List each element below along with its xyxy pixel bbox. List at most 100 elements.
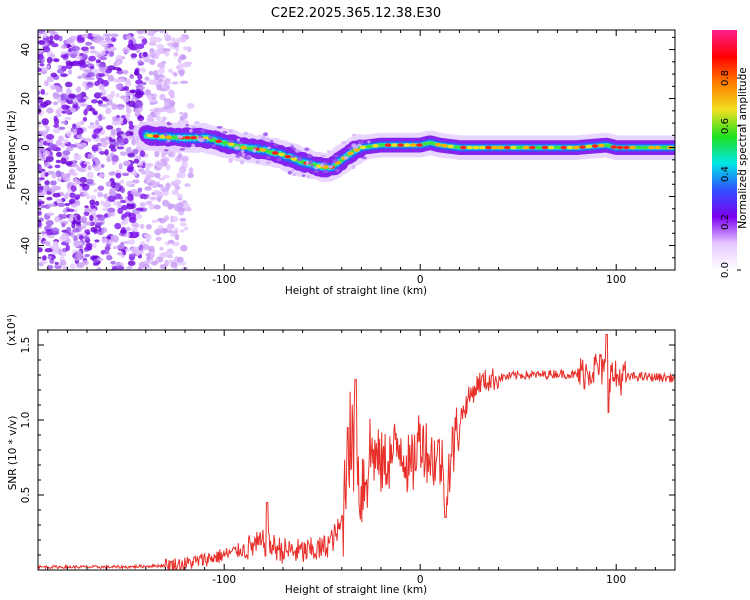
spectrogram-noise-blob bbox=[89, 122, 95, 126]
spectrogram-noise-blob bbox=[124, 80, 132, 87]
spectrogram-speckle bbox=[179, 147, 186, 151]
spectrogram-noise-blob bbox=[72, 128, 77, 136]
spectrogram-speckle bbox=[361, 156, 367, 160]
spectrogram-noise-blob bbox=[176, 193, 183, 200]
spectrogram-noise-blob bbox=[55, 139, 63, 146]
spectrogram-hotspot bbox=[491, 145, 498, 150]
spectrogram-noise-blob bbox=[175, 202, 184, 210]
spectrogram-noise-blob bbox=[40, 88, 45, 95]
spectrogram-noise-blob bbox=[39, 62, 45, 67]
x-tick-label: 100 bbox=[606, 274, 626, 286]
spectrogram-noise-blob bbox=[156, 84, 163, 91]
spectrogram-noise-blob bbox=[109, 171, 114, 176]
spectrogram-noise-blob bbox=[41, 233, 49, 237]
spectrogram-noise-blob bbox=[71, 220, 79, 225]
spectrogram-noise-blob bbox=[187, 172, 194, 179]
spectrogram-noise-blob bbox=[83, 69, 92, 73]
spectrogram-noise-blob bbox=[50, 180, 57, 186]
spectrogram-noise-blob bbox=[130, 231, 138, 239]
snr-xlabel: Height of straight line (km) bbox=[285, 584, 427, 596]
spectrogram-noise-blob bbox=[129, 73, 134, 79]
spectrogram-noise-blob bbox=[46, 133, 55, 140]
snr-ylabel: SNR (10 * v/v) bbox=[7, 416, 19, 491]
spectrogram-noise-blob bbox=[154, 150, 160, 158]
spectrogram-noise-blob bbox=[147, 182, 153, 186]
spectrogram-noise-blob bbox=[38, 40, 46, 45]
spectrogram-noise-blob bbox=[68, 93, 77, 99]
spectrogram-noise-blob bbox=[184, 183, 191, 188]
spectrogram-noise-blob bbox=[104, 246, 111, 251]
spectrogram-speckle bbox=[269, 139, 274, 144]
spectrogram-hotspot bbox=[447, 144, 454, 149]
spectrogram-noise-blob bbox=[108, 46, 117, 52]
spectrogram-noise-blob bbox=[90, 50, 98, 54]
spectrogram-noise-blob bbox=[122, 251, 127, 256]
spectrogram-noise-blob bbox=[63, 139, 69, 144]
spectrogram-noise-blob bbox=[110, 234, 118, 240]
spectrogram-noise-blob bbox=[53, 124, 60, 128]
spectrogram-noise-blob bbox=[116, 103, 125, 110]
figure-title: C2E2.2025.365.12.38.E30 bbox=[271, 6, 441, 21]
spectrogram-noise-blob bbox=[80, 46, 89, 52]
spectrogram-noise-blob bbox=[52, 92, 60, 100]
spectrogram-noise-blob bbox=[51, 43, 59, 48]
spectrogram-noise-blob bbox=[120, 254, 125, 259]
spectrogram-speckle bbox=[351, 165, 356, 169]
spectrogram-noise-blob bbox=[129, 216, 137, 224]
spectrogram-noise-blob bbox=[44, 180, 50, 186]
spectrogram-noise-blob bbox=[171, 215, 179, 223]
snr-y-multiplier: (x10⁴) bbox=[6, 314, 18, 346]
spectrogram-noise-blob bbox=[125, 232, 131, 238]
spectrogram-hotspot bbox=[654, 145, 661, 150]
spectrogram-noise-blob bbox=[114, 141, 120, 147]
spectrogram-noise-blob bbox=[170, 261, 178, 268]
spectrogram-noise-blob bbox=[138, 265, 143, 270]
spectrogram-noise-blob bbox=[111, 266, 119, 270]
spectrogram-noise-blob bbox=[171, 36, 176, 44]
spectrogram-hotspot bbox=[535, 145, 542, 150]
spectrogram-noise-blob bbox=[93, 68, 99, 75]
spectrogram-speckle bbox=[252, 148, 257, 153]
spectrogram-noise-blob bbox=[93, 37, 101, 44]
spectrogram-noise-blob bbox=[58, 126, 66, 130]
spectrogram-noise-blob bbox=[106, 94, 114, 100]
spectrogram-noise-blob bbox=[177, 171, 186, 179]
spectrogram-speckle bbox=[320, 154, 326, 158]
x-tick-label: 0 bbox=[417, 274, 424, 286]
spectrogram-noise-blob bbox=[66, 99, 74, 105]
spectrogram-noise-blob bbox=[90, 226, 98, 233]
spectrogram-noise-blob bbox=[160, 228, 169, 234]
spectrogram-noise-blob bbox=[137, 73, 143, 80]
spectrogram-noise-blob bbox=[62, 208, 67, 214]
spectrogram-speckle bbox=[189, 129, 193, 133]
spectrogram-hotspot bbox=[366, 144, 373, 149]
spectrogram-hotspot bbox=[598, 143, 605, 148]
spectrogram-noise-blob bbox=[53, 58, 60, 63]
spectrogram-speckle bbox=[348, 146, 354, 150]
spectrogram-noise-blob bbox=[178, 63, 186, 69]
spectrogram-noise-blob bbox=[130, 188, 138, 195]
spectrogram-noise-blob bbox=[107, 195, 116, 203]
snr-x-ticks: -100 0 100 bbox=[47, 330, 676, 586]
spectrogram-noise-blob bbox=[80, 120, 85, 125]
spectrogram-noise-blob bbox=[126, 166, 134, 173]
spectrogram-noise-blob bbox=[45, 155, 54, 163]
spectrogram-speckle bbox=[300, 171, 304, 174]
spectrogram-noise-blob bbox=[117, 264, 124, 270]
spectrogram-noise-blob bbox=[154, 75, 160, 81]
spectrogram-noise-blob bbox=[38, 33, 42, 40]
spectrogram-noise-blob bbox=[38, 141, 43, 149]
spectrogram-noise-blob bbox=[136, 43, 145, 50]
spectrogram-noise-blob bbox=[179, 229, 185, 233]
spectrogram-noise-blob bbox=[168, 68, 173, 73]
spectrogram-noise-blob bbox=[165, 163, 171, 171]
spectrogram-speckle bbox=[200, 128, 206, 133]
spectrogram-noise-blob bbox=[104, 135, 110, 141]
spectrogram-noise-blob bbox=[60, 54, 69, 59]
y-tick-label: 1.5 bbox=[20, 337, 32, 354]
spectrogram-noise-blob bbox=[116, 117, 125, 125]
spectrogram-noise-blob bbox=[85, 178, 94, 185]
spectrogram-noise-blob bbox=[45, 64, 51, 70]
spectrogram-hotspot bbox=[271, 151, 279, 155]
spectrogram-noise-blob bbox=[111, 155, 119, 162]
